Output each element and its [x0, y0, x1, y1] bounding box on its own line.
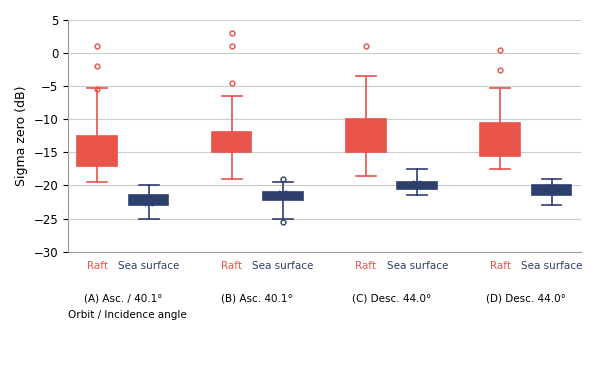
Text: (C) Desc. 44.0°: (C) Desc. 44.0°: [352, 293, 431, 303]
Y-axis label: Sigma zero (dB): Sigma zero (dB): [15, 85, 28, 186]
PathPatch shape: [346, 119, 386, 152]
PathPatch shape: [397, 182, 437, 189]
PathPatch shape: [129, 195, 169, 205]
PathPatch shape: [212, 132, 251, 152]
Text: (A) Asc. / 40.1°: (A) Asc. / 40.1°: [84, 293, 162, 303]
Text: (D) Desc. 44.0°: (D) Desc. 44.0°: [486, 293, 566, 303]
Text: (B) Asc. 40.1°: (B) Asc. 40.1°: [221, 293, 293, 303]
PathPatch shape: [263, 192, 303, 200]
PathPatch shape: [481, 122, 520, 156]
PathPatch shape: [532, 186, 571, 195]
PathPatch shape: [77, 136, 117, 166]
Text: Orbit / Incidence angle: Orbit / Incidence angle: [68, 310, 187, 320]
